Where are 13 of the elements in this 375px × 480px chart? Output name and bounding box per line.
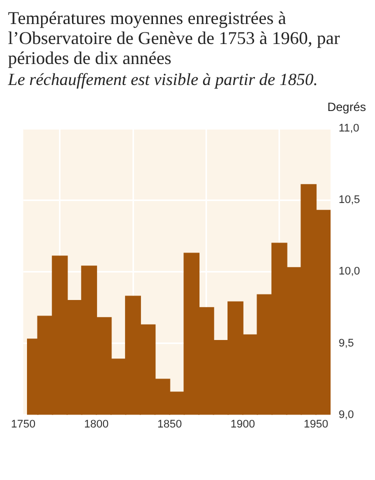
- x-tick-label: 1800: [84, 418, 109, 430]
- y-tick-label: 10,5: [338, 194, 360, 206]
- chart-title: Températures moyennes enregistrées à l’Observatoire de Genève de 1753 à 1960, par périodes de dix années: [8, 8, 341, 68]
- chart-subtitle: Le réchauffement est visible à partir de 1850.: [8, 70, 319, 90]
- y-axis-title: Degrés: [326, 100, 366, 114]
- y-tick-label: 9,5: [338, 337, 354, 350]
- x-tick-label: 1850: [157, 418, 182, 430]
- y-tick-label: 10,0: [338, 266, 360, 278]
- x-tick-label: 1950: [304, 418, 328, 430]
- y-tick-label: 11,0: [338, 122, 360, 135]
- x-tick-label: 1900: [230, 418, 256, 430]
- x-tick-label: 1750: [10, 418, 36, 430]
- y-tick-label: 9,0: [338, 408, 354, 421]
